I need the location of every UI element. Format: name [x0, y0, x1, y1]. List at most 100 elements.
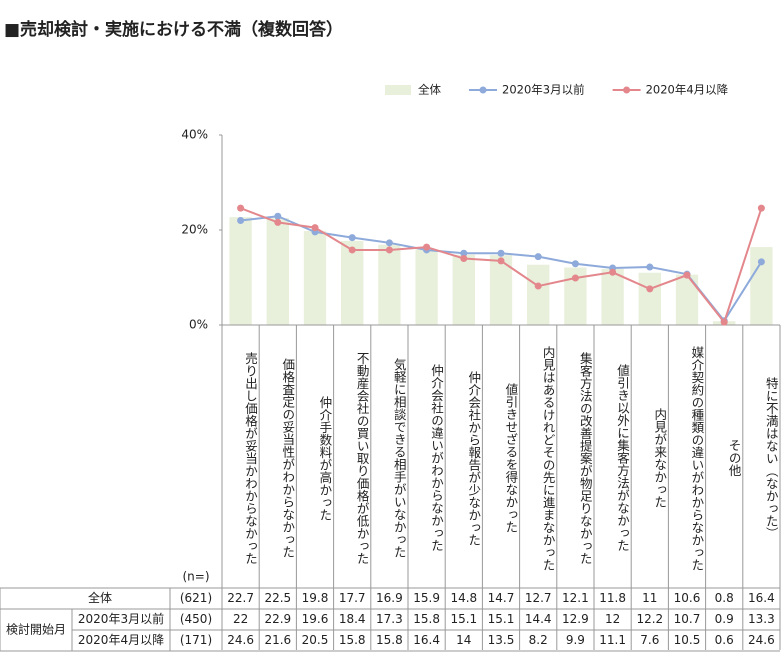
- table-cell: 13.5: [488, 633, 515, 647]
- table-cell: 15.8: [339, 633, 366, 647]
- row-label: 2020年3月以前: [78, 611, 164, 626]
- table-cell: 12.2: [636, 612, 663, 626]
- x-tick-label: 売り出し価格が妥当かわからなかった: [243, 351, 258, 565]
- bar: [527, 264, 550, 325]
- x-tick-label: 不動産会社の買い取り価格が低かった: [354, 351, 370, 565]
- x-tick-label: 仲介手数料が高かった: [317, 395, 333, 521]
- line-point: [237, 217, 245, 224]
- table-cell: 15.9: [413, 591, 440, 605]
- bar: [303, 230, 327, 325]
- line-point: [571, 260, 579, 268]
- table-cell: 13.3: [748, 612, 775, 626]
- bar: [341, 240, 364, 325]
- line-point: [385, 239, 393, 247]
- table-cell: 15.8: [376, 633, 403, 647]
- bar: [489, 255, 513, 325]
- table-cell: 20.5: [302, 633, 329, 647]
- table-cell: 9.9: [566, 633, 585, 647]
- table-cell: 16.4: [413, 633, 440, 647]
- table-cell: 15.1: [450, 612, 477, 626]
- line-point: [274, 212, 282, 220]
- line-point: [646, 285, 654, 293]
- legend-swatch: [623, 86, 631, 94]
- table-cell: 19.6: [302, 612, 329, 626]
- table-cell: 8.2: [529, 633, 548, 647]
- y-tick-label: 20%: [181, 223, 208, 237]
- row-label: 2020年4月以降: [78, 633, 164, 647]
- line-point: [534, 253, 542, 261]
- line-point: [274, 218, 282, 226]
- table-cell: 14.4: [525, 612, 552, 626]
- line-point: [571, 274, 579, 282]
- chart-title: ■売却検討・実施における不満（複数回答）: [4, 19, 343, 40]
- row-n: (171): [180, 633, 212, 647]
- row-n: (450): [180, 612, 212, 626]
- bar: [675, 274, 699, 325]
- x-tick-label: 内見が来なかった: [652, 408, 668, 508]
- line-point: [683, 271, 691, 279]
- table-cell: 11: [642, 591, 657, 605]
- x-tick-label: その他: [726, 439, 742, 477]
- table-cell: 10.7: [674, 612, 701, 626]
- bar: [638, 272, 661, 325]
- table-cell: 14: [456, 633, 471, 647]
- table-cell: 21.6: [264, 633, 291, 647]
- table-cell: 22.9: [264, 612, 291, 626]
- bar: [452, 254, 475, 325]
- bar: [266, 218, 289, 325]
- n-header: (n=): [182, 570, 209, 584]
- table-cell: 14.8: [450, 591, 477, 605]
- x-tick-label: 仲介会社の違いがわからなかった: [429, 364, 444, 552]
- x-tick-label: 内見はあるけれどその先に進まなかった: [540, 345, 556, 571]
- legend-label: 全体: [418, 83, 441, 97]
- table-cell: 24.6: [227, 633, 254, 647]
- table-cell: 17.3: [376, 612, 403, 626]
- table-cell: 11.8: [599, 591, 626, 605]
- legend-swatch: [479, 86, 487, 94]
- table-cell: 15.8: [413, 612, 440, 626]
- row-label: 全体: [88, 590, 112, 605]
- bar: [750, 247, 773, 325]
- table-cell: 11.1: [599, 633, 626, 647]
- x-tick-label: 集客方法の改善提案が物足りなかった: [577, 351, 593, 565]
- line-point: [534, 282, 542, 290]
- line-point: [720, 318, 728, 326]
- table-cell: 22.7: [227, 591, 254, 605]
- line-point: [609, 268, 617, 276]
- line-point: [311, 224, 319, 232]
- table-cell: 0.8: [715, 591, 734, 605]
- table-cell: 7.6: [640, 633, 659, 647]
- legend-label: 2020年3月以前: [502, 83, 585, 97]
- x-tick-label: 媒介契約の種類の違いがわからなかった: [689, 345, 705, 571]
- line-point: [460, 255, 468, 262]
- table-cell: 14.7: [488, 591, 515, 605]
- line-point: [348, 234, 356, 242]
- table-cell: 17.7: [339, 591, 366, 605]
- x-tick-label: 仲介会社から報告が少なかった: [466, 370, 482, 546]
- line-point: [497, 257, 505, 265]
- x-tick-label: 値引き以外に集客方法がなかった: [615, 364, 630, 552]
- table-cell: 16.9: [376, 591, 403, 605]
- x-tick-label: 特に不満はない（なかった）: [763, 376, 779, 540]
- table-cell: 12.9: [562, 612, 589, 626]
- bar: [378, 244, 401, 325]
- table-cell: 24.6: [748, 633, 775, 647]
- table-cell: 10.5: [674, 633, 701, 647]
- line-point: [385, 246, 393, 254]
- table-cell: 12.7: [525, 591, 552, 605]
- table-cell: 19.8: [302, 591, 329, 605]
- y-tick-label: 40%: [181, 128, 208, 142]
- legend-label: 2020年4月以降: [646, 83, 729, 97]
- x-tick-label: 気軽に相談できる相手がいなかった: [391, 358, 407, 558]
- line-point: [237, 204, 245, 212]
- line-point: [460, 249, 468, 257]
- table-cell: 0.6: [715, 633, 734, 647]
- table-cell: 10.6: [674, 591, 701, 605]
- legend-swatch: [385, 85, 411, 95]
- table-cell: 15.1: [488, 612, 515, 626]
- row-n: (621): [180, 591, 212, 605]
- line-point: [757, 258, 765, 266]
- table-cell: 12.1: [562, 591, 589, 605]
